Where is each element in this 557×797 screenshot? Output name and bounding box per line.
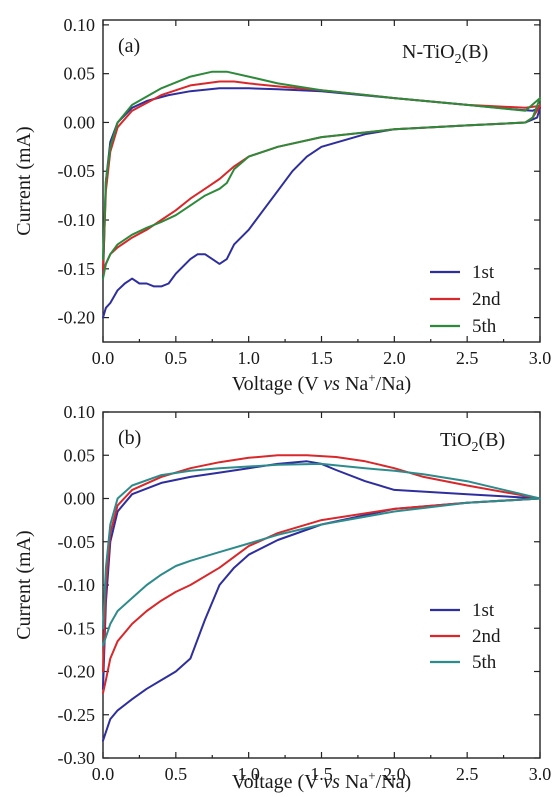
y-tick-label: 0.05 xyxy=(64,445,96,465)
y-tick-label: 0.00 xyxy=(64,112,96,132)
sample-label: N-TiO2(B) xyxy=(402,41,488,67)
series-line-5th xyxy=(102,462,541,647)
y-tick-label: 0.10 xyxy=(64,15,96,35)
legend-label-2nd: 2nd xyxy=(472,289,501,310)
y-tick-label: -0.20 xyxy=(58,662,96,682)
y-tick-label: 0.05 xyxy=(64,64,96,84)
x-tick-label: 0.0 xyxy=(92,348,115,368)
legend-label-1st: 1st xyxy=(472,600,495,621)
x-tick-label: 1.0 xyxy=(237,348,260,368)
series-line-2nd xyxy=(102,80,541,275)
x-tick-label: 2.5 xyxy=(456,764,479,784)
legend-label-5th: 5th xyxy=(472,652,497,673)
y-tick-label: -0.10 xyxy=(58,575,96,595)
x-tick-label: 2.0 xyxy=(383,764,406,784)
y-tick-label: -0.20 xyxy=(58,308,96,328)
panel-label: (a) xyxy=(118,35,140,57)
x-tick-label: 0.0 xyxy=(92,764,115,784)
y-tick-label: -0.15 xyxy=(58,618,96,638)
y-tick-label: -0.05 xyxy=(58,532,96,552)
y-axis-label: Current (mA) xyxy=(13,126,35,235)
legend-label-5th: 5th xyxy=(472,316,497,337)
y-tick-label: 0.00 xyxy=(64,489,96,509)
y-tick-label: -0.05 xyxy=(58,161,96,181)
x-tick-label: 1.0 xyxy=(237,764,260,784)
x-tick-label: 1.5 xyxy=(310,764,333,784)
x-tick-label: 2.5 xyxy=(456,348,479,368)
y-tick-label: -0.10 xyxy=(58,210,96,230)
y-tick-label: 0.10 xyxy=(64,402,96,422)
x-tick-label: 1.5 xyxy=(310,348,333,368)
y-tick-label: -0.25 xyxy=(58,705,96,725)
chart-panel-a: 0.0 0.5 1.0 1.5 2.0 2.5 3.0 0.10 0.05 0.00 -0.05 -0… xyxy=(13,15,551,395)
sample-label: TiO2(B) xyxy=(440,429,505,455)
series-line-1st xyxy=(102,87,541,319)
x-tick-label: 3.0 xyxy=(529,348,552,368)
x-tick-label: 0.5 xyxy=(165,764,188,784)
x-tick-label: 2.0 xyxy=(383,348,406,368)
x-axis-label: Voltage (V vs Na+/Na) xyxy=(232,768,411,793)
x-tick-label: 3.0 xyxy=(529,764,552,784)
panel-label: (b) xyxy=(118,427,141,449)
y-tick-label: -0.30 xyxy=(58,748,96,768)
chart-panel-b: 0.0 0.5 1.0 1.5 2.0 2.5 3.0 0.10 0.05 0.00 -0.05 -0… xyxy=(13,402,551,793)
legend-label-1st: 1st xyxy=(472,262,495,283)
series-line-5th xyxy=(102,70,541,280)
legend-label-2nd: 2nd xyxy=(472,626,501,647)
y-tick-label: -0.15 xyxy=(58,259,96,279)
x-axis-label: Voltage (V vs Na+/Na) xyxy=(232,370,411,395)
y-axis-label: Current (mA) xyxy=(13,530,35,639)
x-tick-label: 0.5 xyxy=(165,348,188,368)
